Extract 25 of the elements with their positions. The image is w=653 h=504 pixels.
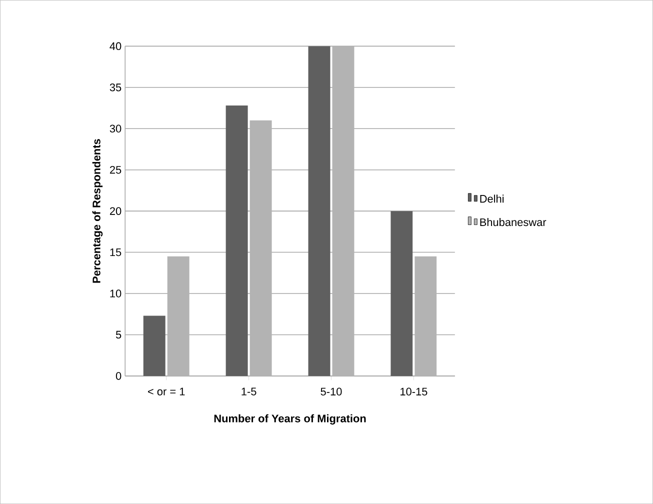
bar <box>143 316 166 376</box>
bar <box>390 211 413 376</box>
x-tick-label: 1-5 <box>242 388 256 396</box>
legend-label: Bhubaneswar <box>480 218 546 226</box>
x-tick-label: 5-10 <box>320 388 342 396</box>
bar <box>226 106 248 376</box>
bar <box>167 256 190 376</box>
y-tick-label: 5 <box>116 330 122 339</box>
bar <box>308 46 330 376</box>
y-tick-label: 15 <box>110 248 122 256</box>
bar <box>250 120 272 376</box>
x-axis-title: Number of Years of Migration <box>214 414 366 425</box>
y-tick-label: 25 <box>110 166 122 174</box>
y-tick-label: 0 <box>116 372 122 380</box>
y-tick-label: 20 <box>110 207 122 215</box>
y-tick-label: 40 <box>110 42 122 50</box>
legend-label: Delhi <box>480 194 504 203</box>
y-axis-title: Percentage of Respondents <box>92 139 103 283</box>
y-tick-label: 35 <box>110 84 122 92</box>
bar <box>332 46 354 376</box>
bar <box>414 256 437 376</box>
x-tick-label: < or = 1 <box>148 388 185 396</box>
x-tick-label: 10-15 <box>400 388 428 396</box>
y-tick-label: 30 <box>110 124 122 132</box>
y-tick-label: 10 <box>110 290 122 298</box>
